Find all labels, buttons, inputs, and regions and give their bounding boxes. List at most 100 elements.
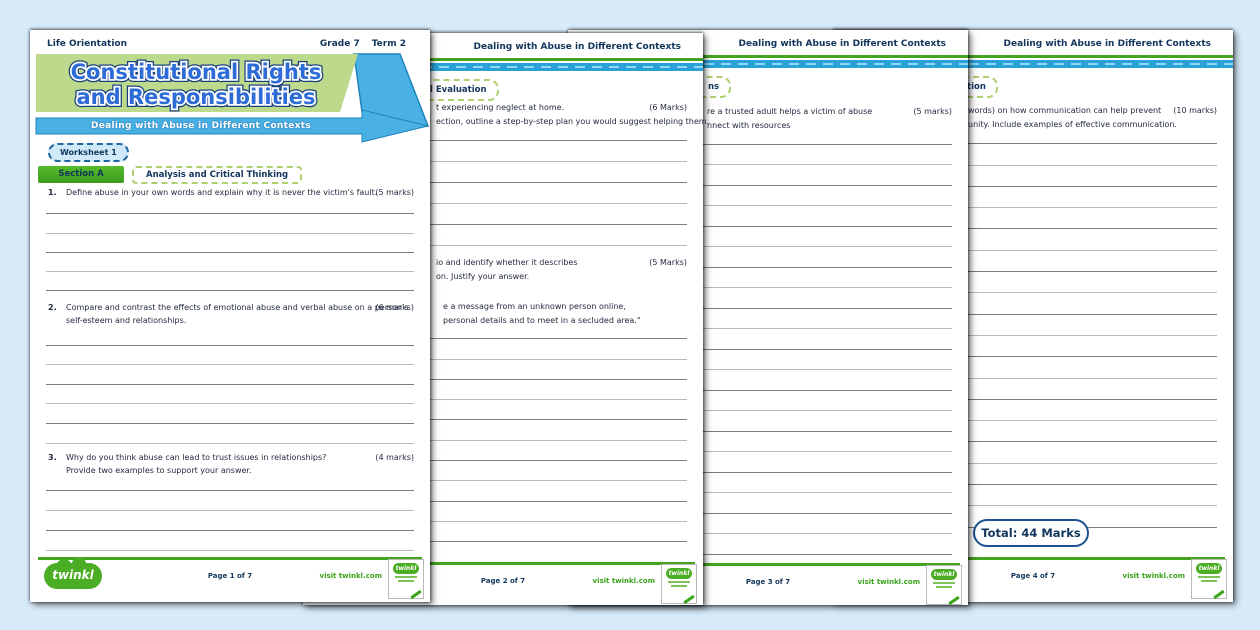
page2-footer: Page 2 of 7 visit twinkl.com twinkl [303, 562, 703, 608]
question1-marks: (5 marks) [375, 188, 414, 197]
twinkl-logo: twinkl [44, 557, 102, 589]
answer-line [584, 268, 952, 288]
answer-line [46, 195, 414, 215]
page3-footer: Page 3 of 7 visit twinkl.com twinkl [568, 563, 968, 609]
answer-line [584, 329, 952, 350]
page2-question1-text-line2: ection, outline a step-by-step plan you … [436, 117, 710, 126]
answer-line [849, 123, 1217, 145]
answer-line [849, 336, 1217, 358]
answer-line [584, 206, 952, 227]
answer-line [46, 234, 414, 253]
grade-label: Grade 7 [319, 39, 360, 49]
page2-page-number: Page 2 of 7 [480, 577, 526, 585]
answer-line [849, 379, 1217, 400]
answer-line [584, 247, 952, 268]
answer-line [849, 485, 1217, 507]
question2-marks: (6 marks) [375, 303, 414, 312]
page1-visit-link: visit twinkl.com [319, 572, 382, 580]
page3-twinkl-quality-badge: twinkl [926, 565, 962, 606]
page-title-line2: and Responsibilities [76, 85, 315, 109]
worksheet-page-1: Life Orientation Grade 7 Term 2 Constitu… [30, 30, 430, 602]
twinkl-logo-icon: twinkl [931, 569, 957, 580]
answer-line [319, 360, 687, 380]
answer-line [46, 491, 414, 511]
page2-footer-rule [311, 562, 695, 565]
page2-scenario-quote-line1: e a message from an unknown person onlin… [443, 302, 626, 311]
pencil-icon [683, 594, 695, 605]
grade-term-label: Grade 7 Term 2 [320, 39, 406, 49]
page-title-line1-outline: Constitutional Rights [71, 60, 322, 84]
question1-number: 1. [48, 188, 57, 197]
pencil-icon [1213, 589, 1225, 600]
page2-blue-rule [303, 63, 703, 71]
answer-line [46, 326, 414, 346]
question2-number: 2. [48, 303, 57, 312]
page1-twinkl-quality-badge: twinkl [388, 559, 424, 600]
section-a-title-badge: Analysis and Critical Thinking [132, 166, 303, 184]
answer-line [584, 186, 952, 206]
answer-line [584, 452, 952, 473]
question2-text-line2: self-esteem and relationships. [66, 316, 187, 325]
page2-visit-link: visit twinkl.com [592, 577, 655, 585]
question3-text: Why do you think abuse can lead to trust… [66, 453, 327, 462]
answer-line [584, 411, 952, 432]
question3-number: 3. [48, 453, 57, 462]
page4-footer-rule [841, 557, 1225, 560]
page4-twinkl-quality-badge: twinkl [1191, 559, 1227, 600]
question1-text: Define abuse in your own words and expla… [66, 188, 378, 197]
answer-line [849, 293, 1217, 315]
page1-footer-rule [38, 557, 422, 560]
answer-line [46, 404, 414, 424]
answer-line [584, 391, 952, 411]
page3-answer-lines [584, 124, 952, 555]
page4-question-text-line2: unity. Include examples of effective com… [968, 120, 1177, 129]
badge-text-line [671, 585, 687, 587]
answer-line [849, 400, 1217, 422]
answer-line [46, 511, 414, 531]
answer-line [849, 357, 1217, 379]
answer-line [849, 166, 1217, 187]
answer-line [46, 471, 414, 491]
title-banner: Constitutional Rights Constitutional Rig… [35, 53, 430, 143]
answer-line [584, 227, 952, 247]
badge-text-line [936, 586, 952, 588]
answer-line [319, 502, 687, 522]
answer-line [46, 272, 414, 292]
badge-text-line [1201, 580, 1217, 582]
answer-line [319, 400, 687, 421]
answer-line [849, 187, 1217, 209]
answer-line [46, 346, 414, 366]
badge-text-line [933, 582, 955, 584]
page4-question-marks: (10 marks) [1173, 106, 1217, 115]
answer-line [584, 514, 952, 534]
answer-line [584, 534, 952, 555]
badge-text-line [668, 581, 690, 583]
page4-blue-rule [833, 60, 1233, 68]
answer-line [584, 124, 952, 145]
answer-line [584, 309, 952, 329]
answer-line [849, 442, 1217, 464]
answer-line [319, 461, 687, 482]
question3-answer-lines [46, 471, 414, 551]
answer-line [319, 522, 687, 543]
section-a-badge: Section A [38, 166, 124, 183]
answer-line [849, 208, 1217, 230]
answer-line [319, 339, 687, 360]
page4-page-number: Page 4 of 7 [1010, 572, 1056, 580]
answer-line [319, 420, 687, 441]
page3-blue-rule [568, 60, 968, 68]
page2-answer-lines-block1 [319, 120, 687, 246]
question2-answer-lines [46, 326, 414, 444]
answer-line [319, 141, 687, 162]
answer-line [849, 144, 1217, 166]
twinkl-logo-text: twinkl [52, 568, 94, 582]
page4-footer: Page 4 of 7 visit twinkl.com twinkl [833, 557, 1233, 603]
page3-visit-link: visit twinkl.com [857, 578, 920, 586]
page-subtitle: Dealing with Abuse in Different Contexts [90, 121, 312, 131]
page2-scenario-quote-line2: personal details and to meet in a seclud… [443, 316, 641, 325]
page3-question-marks: (5 marks) [913, 107, 952, 116]
answer-line [46, 253, 414, 273]
answer-line [849, 464, 1217, 486]
answer-line [584, 288, 952, 309]
page3-page-number: Page 3 of 7 [745, 578, 791, 586]
